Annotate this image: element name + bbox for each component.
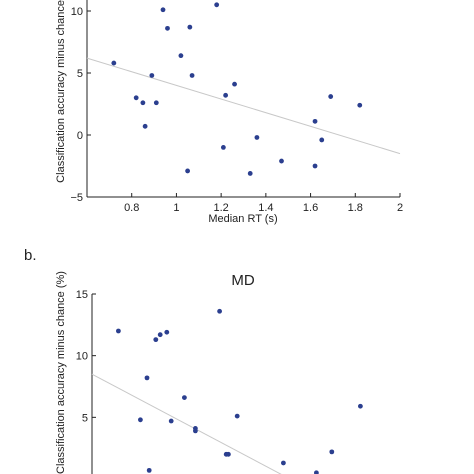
panel-a-data-point [319, 137, 325, 143]
panel-b-data-point [329, 449, 335, 455]
panel-b-data-point [281, 460, 286, 466]
panel-b-data-point [168, 418, 174, 424]
panel-b-data-point [144, 375, 150, 381]
panel-b-scatter: b. MD Classification accuracy minus chan… [24, 247, 363, 474]
panel-a-data-point [142, 123, 148, 129]
panel-b-data-point [358, 403, 363, 409]
panel-a-data-point [312, 163, 318, 169]
panel-a-data-point [279, 158, 284, 164]
panel-a-scatter: Classification accuracy minus chance Med… [55, 0, 403, 225]
panel-b-data-point [314, 470, 319, 474]
panel-b-y-axis-label: Classification accuracy minus chance (%) [55, 271, 67, 474]
panel-a-data-point [214, 2, 220, 8]
panel-a-data-point [328, 94, 334, 99]
panel-a-data-point [189, 73, 195, 78]
panel-b-title: MD [231, 272, 254, 289]
panel-a-x-tick-label: 1.2 [213, 202, 228, 214]
panel-a-data-point [312, 118, 318, 124]
panel-b-data-point [164, 329, 170, 335]
panel-b-data-point [157, 332, 163, 338]
panel-a-data-point [232, 81, 237, 87]
panel-a-x-tick-label: 1.8 [348, 202, 363, 214]
panel-a-data-point [111, 60, 117, 66]
panel-a-data-point [185, 168, 191, 174]
panel-a-x-tick-label: 1.6 [303, 202, 318, 214]
panel-a-data-point [165, 25, 170, 31]
panel-a-y-tick-label: 0 [77, 130, 83, 142]
panel-a-x-axis-label: Median RT (s) [208, 213, 277, 225]
panel-a-data-point [357, 102, 363, 108]
panel-a-data-point [160, 7, 166, 13]
panel-a-data-point [140, 100, 146, 106]
panel-b-fit-line [91, 373, 282, 474]
panel-b-data-point [153, 337, 159, 343]
panel-a-data-point [187, 24, 193, 30]
panel-b-y-tick-label: 5 [82, 412, 88, 424]
panel-a-data-point [223, 92, 229, 98]
panel-a-data-point [153, 100, 159, 106]
panel-a-fit-line [86, 57, 401, 155]
panel-b-y-tick-label: 15 [76, 289, 88, 301]
panel-a-data-point [178, 53, 184, 59]
panel-b-y-tick-label: 10 [76, 351, 88, 363]
panel-a-data-point [133, 95, 139, 101]
panel-b-data-point [226, 451, 231, 457]
panel-a-y-tick-label: −5 [70, 192, 83, 204]
panel-a-x-tick-label: 1.4 [258, 202, 273, 214]
panel-b-data-point [116, 328, 121, 334]
panel-b-data-point [182, 395, 187, 400]
panel-b-data-point [217, 308, 223, 314]
panel-b-data-point [146, 467, 152, 473]
panel-b-data-point [193, 428, 198, 434]
panel-a-y-tick-label: 5 [77, 68, 83, 80]
panel-b-data-point [138, 417, 143, 423]
panel-a-x-tick-label: 0.8 [124, 202, 139, 214]
panel-a-data-point [149, 73, 155, 78]
panel-a-data-point [247, 171, 253, 176]
panel-a-y-tick-label: 10 [71, 6, 83, 18]
panel-a-x-tick-label: 2 [397, 202, 403, 214]
panel-a-data-point [254, 135, 260, 140]
panel-a-x-tick-label: 1 [173, 202, 179, 214]
panel-a-y-axis-label: Classification accuracy minus chance [55, 0, 67, 183]
panel-a-data-point [220, 145, 226, 150]
panel-b-letter: b. [24, 247, 37, 264]
panel-b-data-point [234, 413, 240, 419]
